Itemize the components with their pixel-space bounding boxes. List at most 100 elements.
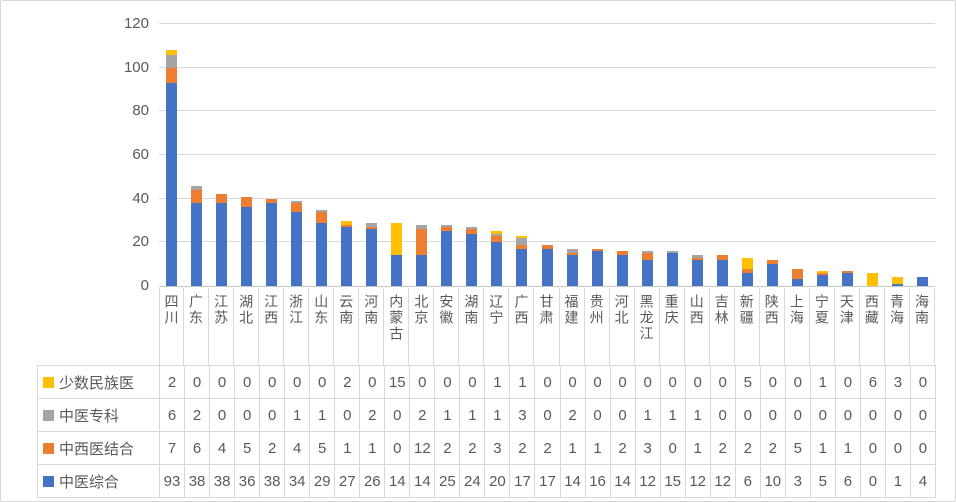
- bar-segment: [516, 237, 528, 245]
- bar-segment: [216, 194, 228, 204]
- y-axis-tick-label: 0: [140, 277, 149, 294]
- legend-key-icon: [43, 475, 54, 487]
- bar-segment: [541, 248, 553, 286]
- table-cell: 16: [585, 465, 611, 498]
- table-cell: 2: [435, 432, 461, 465]
- table-cell: 14: [560, 465, 586, 498]
- bar-segment: [516, 235, 528, 238]
- table-cell: 12: [410, 432, 436, 465]
- bar-segment: [291, 211, 303, 286]
- bar-segment: [666, 251, 678, 254]
- x-axis-label: 宁夏: [813, 294, 830, 326]
- bar-segment: [441, 224, 453, 228]
- table-cell: 14: [385, 465, 411, 498]
- x-axis-label: 广东: [188, 294, 205, 326]
- table-cell: 0: [460, 366, 486, 399]
- table-cell: 0: [710, 399, 736, 432]
- table-cell: 1: [485, 366, 511, 399]
- table-cell: 6: [860, 366, 886, 399]
- table-cell: 0: [910, 432, 936, 465]
- bar-segment: [791, 279, 803, 286]
- table-cell: 0: [760, 366, 786, 399]
- bar-segment: [316, 209, 328, 212]
- table-cell: 6: [160, 399, 186, 432]
- bar-segment: [691, 255, 703, 258]
- table-cell: 15: [385, 366, 411, 399]
- table-cell: 0: [585, 399, 611, 432]
- y-axis-tick-label: 120: [123, 15, 149, 32]
- table-cell: 0: [535, 366, 561, 399]
- table-cell: 4: [285, 432, 311, 465]
- table-cell: 3: [885, 366, 911, 399]
- bar-segment: [491, 233, 503, 236]
- table-cell: 1: [310, 399, 336, 432]
- table-row-header: 少数民族医: [38, 366, 160, 399]
- y-axis-tick-label: 60: [132, 146, 149, 163]
- bar-segment: [666, 253, 678, 286]
- bar-segment: [366, 229, 378, 286]
- x-axis-label-cell: 宁夏: [810, 288, 835, 365]
- table-cell: 1: [835, 432, 861, 465]
- table-cell: 0: [535, 399, 561, 432]
- table-cell: 0: [910, 399, 936, 432]
- bar-segment: [291, 203, 303, 212]
- x-axis-label: 陕西: [763, 294, 780, 326]
- table-cell: 2: [535, 432, 561, 465]
- x-axis-label-cell: 江西: [259, 288, 285, 365]
- x-axis-label-cell: 云南: [334, 288, 360, 365]
- table-cell: 1: [635, 399, 661, 432]
- x-axis-label-cell: 四川: [159, 288, 185, 365]
- table-cell: 12: [710, 465, 736, 498]
- table-cell: 0: [660, 432, 686, 465]
- table-cell: 3: [485, 432, 511, 465]
- table-cell: 5: [810, 465, 836, 498]
- bar-segment: [491, 242, 503, 286]
- gridline: [159, 66, 935, 68]
- table-cell: 7: [160, 432, 186, 465]
- gridline: [159, 23, 935, 24]
- table-cell: 1: [485, 399, 511, 432]
- x-axis-label-cell: 山东: [309, 288, 335, 365]
- plot-area: [159, 23, 935, 287]
- table-cell: 34: [285, 465, 311, 498]
- table-cell: 0: [885, 399, 911, 432]
- x-axis-label-cell: 重庆: [660, 288, 685, 365]
- table-cell: 38: [210, 465, 236, 498]
- series-name: 中医专科: [59, 407, 120, 425]
- bar-segment: [341, 220, 353, 225]
- x-axis-label: 甘肃: [538, 294, 555, 326]
- x-axis-label-cell: 北京: [409, 288, 435, 365]
- table-cell: 5: [235, 432, 261, 465]
- table-cell: 10: [760, 465, 786, 498]
- bar-segment: [566, 253, 578, 256]
- x-axis-label-cell: 安徽: [434, 288, 460, 365]
- bar-segment: [416, 255, 428, 286]
- table-cell: 1: [585, 432, 611, 465]
- bar-segment: [316, 211, 328, 223]
- table-cell: 0: [835, 366, 861, 399]
- x-axis-label: 重庆: [663, 294, 680, 326]
- x-axis-label-cell: 湖南: [459, 288, 485, 365]
- bar-segment: [716, 255, 728, 260]
- bar-segment: [891, 277, 903, 284]
- bar-segment: [366, 227, 378, 230]
- table-cell: 0: [685, 366, 711, 399]
- table-cell: 12: [635, 465, 661, 498]
- table-cell: 0: [335, 399, 361, 432]
- table-cell: 0: [385, 399, 411, 432]
- x-axis-label: 黑龙江: [638, 294, 655, 342]
- table-cell: 0: [860, 465, 886, 498]
- bar-segment: [416, 224, 428, 230]
- x-axis-label: 四川: [163, 294, 180, 326]
- table-cell: 0: [860, 399, 886, 432]
- bar-segment: [241, 196, 253, 208]
- bar-segment: [616, 251, 628, 256]
- table-cell: 1: [685, 432, 711, 465]
- x-axis-label-cell: 浙江: [284, 288, 310, 365]
- table-cell: 0: [235, 366, 261, 399]
- x-axis-label-cell: 青海: [885, 288, 910, 365]
- bar-segment: [166, 50, 178, 55]
- table-cell: 26: [360, 465, 386, 498]
- bar-segment: [291, 200, 303, 204]
- y-axis-tick-label: 40: [132, 189, 149, 207]
